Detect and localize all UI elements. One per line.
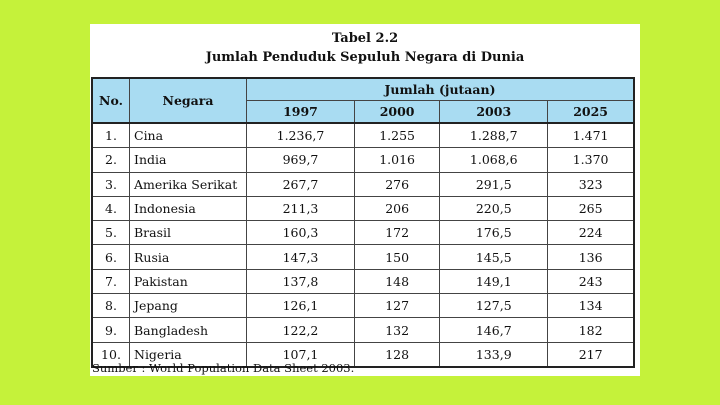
- table-row: 6. Rusia 147,3 150 145,5 136: [91, 244, 635, 270]
- header-year-2000: 2000: [353, 100, 441, 124]
- value-2025: 323: [547, 171, 635, 197]
- value-2025: 224: [547, 220, 635, 246]
- value-2000: 1.255: [353, 122, 441, 149]
- row-number: 9.: [91, 317, 130, 343]
- value-1997: 969,7: [246, 147, 355, 173]
- value-2000: 127: [353, 293, 441, 319]
- value-2000: 206: [353, 195, 441, 222]
- table-card: Tabel 2.2 Jumlah Penduduk Sepuluh Negara…: [90, 24, 640, 376]
- header-no: No.: [91, 77, 130, 124]
- header-year-2025: 2025: [547, 100, 635, 124]
- header-jumlah: Jumlah (jutaan): [246, 77, 635, 101]
- value-2025: 134: [547, 293, 635, 319]
- value-1997: 137,8: [246, 268, 355, 295]
- row-number: 4.: [91, 195, 130, 222]
- row-number: 1.: [91, 122, 130, 149]
- value-2025: 243: [547, 268, 635, 295]
- header-year-2003: 2003: [439, 100, 549, 124]
- table-row: 10. Nigeria 107,1 128 133,9 217: [91, 341, 635, 368]
- value-2000: 172: [353, 220, 441, 246]
- row-number: 5.: [91, 220, 130, 246]
- value-2003: 1.068,6: [439, 147, 549, 173]
- country-name: India: [129, 147, 247, 173]
- table-title: Jumlah Penduduk Sepuluh Negara di Dunia: [205, 50, 525, 65]
- row-number: 7.: [91, 268, 130, 295]
- value-2000: 1.016: [353, 147, 441, 173]
- value-2003: 220,5: [439, 195, 549, 222]
- country-name: Bangladesh: [129, 317, 247, 343]
- country-name: Nigeria: [129, 341, 247, 368]
- value-2025: 136: [547, 244, 635, 270]
- value-2003: 149,1: [439, 268, 549, 295]
- source-note: Sumber : World Population Data Sheet 200…: [92, 361, 355, 375]
- row-number: 2.: [91, 147, 130, 173]
- value-2003: 176,5: [439, 220, 549, 246]
- table-label: Tabel 2.2: [331, 31, 399, 46]
- country-name: Brasil: [129, 220, 247, 246]
- value-2003: 133,9: [439, 341, 549, 368]
- header-year-1997: 1997: [246, 100, 355, 124]
- value-1997: 147,3: [246, 244, 355, 270]
- population-table: No. Negara Jumlah (jutaan) 1997 2000 200…: [91, 77, 635, 368]
- value-2025: 1.471: [547, 122, 635, 149]
- value-1997: 267,7: [246, 171, 355, 197]
- value-2000: 276: [353, 171, 441, 197]
- row-number: 8.: [91, 293, 130, 319]
- country-name: Amerika Serikat: [129, 171, 247, 197]
- value-1997: 122,2: [246, 317, 355, 343]
- value-2025: 182: [547, 317, 635, 343]
- value-2000: 132: [353, 317, 441, 343]
- value-2000: 128: [353, 341, 441, 368]
- country-name: Indonesia: [129, 195, 247, 222]
- row-number: 10.: [91, 341, 130, 368]
- value-2003: 127,5: [439, 293, 549, 319]
- country-name: Pakistan: [129, 268, 247, 295]
- country-name: Rusia: [129, 244, 247, 270]
- value-2025: 217: [547, 341, 635, 368]
- value-2003: 146,7: [439, 317, 549, 343]
- value-2000: 148: [353, 268, 441, 295]
- value-1997: 211,3: [246, 195, 355, 222]
- value-2003: 145,5: [439, 244, 549, 270]
- row-number: 6.: [91, 244, 130, 270]
- header-negara: Negara: [129, 77, 247, 124]
- value-2000: 150: [353, 244, 441, 270]
- value-2003: 1.288,7: [439, 122, 549, 149]
- value-2025: 265: [547, 195, 635, 222]
- table-row: 1. Cina 1.236,7 1.255 1.288,7 1.471: [91, 122, 635, 149]
- value-2003: 291,5: [439, 171, 549, 197]
- table-row: 9. Bangladesh 122,2 132 146,7 182: [91, 317, 635, 343]
- value-1997: 126,1: [246, 293, 355, 319]
- value-1997: 160,3: [246, 220, 355, 246]
- table-row: 2. India 969,7 1.016 1.068,6 1.370: [91, 147, 635, 173]
- table-row: 8. Jepang 126,1 127 127,5 134: [91, 293, 635, 319]
- country-name: Cina: [129, 122, 247, 149]
- table-row: 4. Indonesia 211,3 206 220,5 265: [91, 195, 635, 222]
- table-row: 3. Amerika Serikat 267,7 276 291,5 323: [91, 171, 635, 197]
- table-row: 7. Pakistan 137,8 148 149,1 243: [91, 268, 635, 295]
- value-1997: 1.236,7: [246, 122, 355, 149]
- table-row: 5. Brasil 160,3 172 176,5 224: [91, 220, 635, 246]
- row-number: 3.: [91, 171, 130, 197]
- country-name: Jepang: [129, 293, 247, 319]
- value-2025: 1.370: [547, 147, 635, 173]
